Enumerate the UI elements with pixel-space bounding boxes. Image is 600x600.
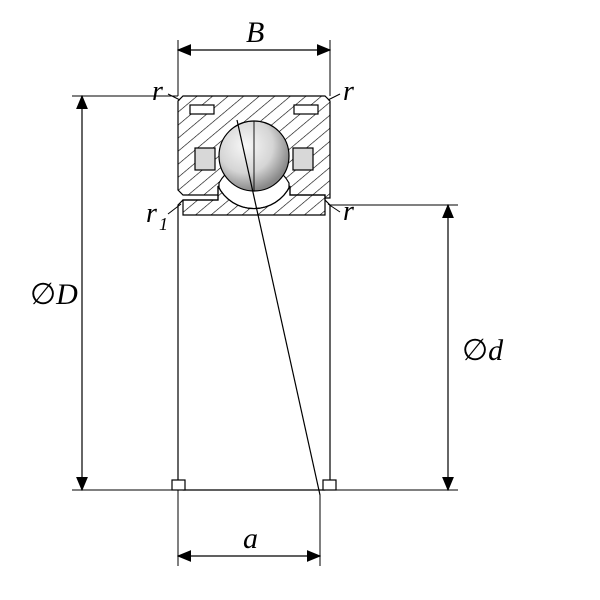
inner-ring bbox=[172, 186, 336, 490]
label-r-mid-right: r bbox=[343, 196, 354, 227]
label-r-top-right: r bbox=[343, 76, 354, 107]
label-B: B bbox=[246, 16, 264, 49]
dimension-d: ∅d bbox=[330, 205, 504, 490]
dimension-a: a bbox=[178, 490, 320, 566]
label-D-prefix: ∅ bbox=[30, 278, 56, 311]
label-d: d bbox=[488, 334, 504, 367]
svg-text:∅d: ∅d bbox=[462, 334, 504, 367]
label-D: D bbox=[55, 278, 78, 311]
dimension-D: ∅D bbox=[30, 96, 178, 490]
bearing-cross-section: B r r r r 1 ∅D ∅d a bbox=[0, 0, 600, 600]
svg-text:∅D: ∅D bbox=[30, 278, 78, 311]
label-a: a bbox=[243, 522, 258, 555]
label-r-top-left: r bbox=[152, 76, 163, 107]
label-d-prefix: ∅ bbox=[462, 334, 488, 367]
label-r1: r 1 bbox=[146, 198, 168, 234]
svg-text:r: r bbox=[146, 198, 157, 229]
dimension-B: B bbox=[178, 16, 330, 96]
svg-text:1: 1 bbox=[159, 214, 168, 234]
